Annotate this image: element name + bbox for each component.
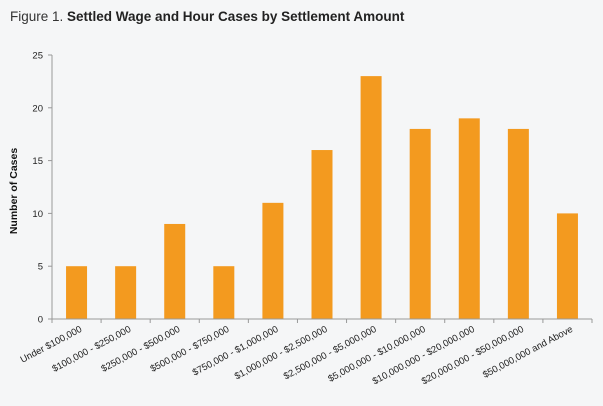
y-tick-label: 20 xyxy=(32,103,43,114)
bar xyxy=(213,266,235,319)
bar xyxy=(360,76,382,320)
y-tick-label: 25 xyxy=(32,51,43,62)
y-axis-title: Number of Cases xyxy=(8,148,20,235)
bar xyxy=(556,213,578,319)
y-axis: 0 5 10 15 20 25 xyxy=(32,51,53,326)
bar xyxy=(458,118,480,319)
x-axis: Under $100,000$100,000 - $250,000$250,00… xyxy=(19,318,593,387)
bar xyxy=(66,266,88,319)
bar xyxy=(164,223,186,319)
figure-number: Figure 1. xyxy=(10,9,64,24)
x-tick-label: $50,000,000 and Above xyxy=(481,324,575,381)
y-tick-label: 10 xyxy=(32,209,43,220)
chart-title: Settled Wage and Hour Cases by Settlemen… xyxy=(67,9,405,24)
y-tick-label: 15 xyxy=(32,156,43,167)
bar xyxy=(409,128,431,319)
bar xyxy=(311,150,333,319)
bar xyxy=(262,202,284,319)
bar xyxy=(115,266,137,319)
bar xyxy=(507,128,529,319)
bars xyxy=(66,76,578,320)
x-tick-label: $1,000,000 - $2,500,000 xyxy=(233,324,330,382)
y-tick-label: 0 xyxy=(38,315,43,326)
y-tick-label: 5 xyxy=(38,262,43,273)
figure-title: Figure 1. Settled Wage and Hour Cases by… xyxy=(10,9,404,24)
